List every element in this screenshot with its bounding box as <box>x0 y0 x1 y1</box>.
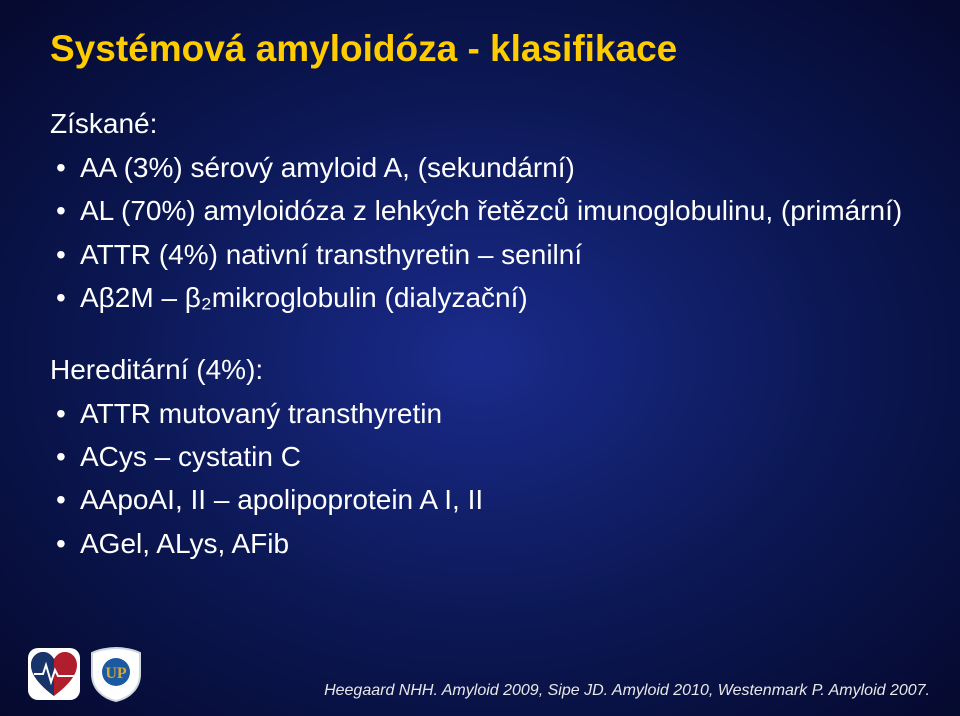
footer-citation: Heegaard NHH. Amyloid 2009, Sipe JD. Amy… <box>324 682 930 700</box>
section1-heading: Získané: <box>50 108 910 140</box>
list-item: AApoAI, II – apolipoprotein A I, II <box>50 478 910 521</box>
slide-title: Systémová amyloidóza - klasifikace <box>50 28 910 70</box>
list-item: ATTR (4%) nativní transthyretin – seniln… <box>50 233 910 276</box>
list-item: AL (70%) amyloidóza z lehkých řetězců im… <box>50 189 910 232</box>
list-item: AGel, ALys, AFib <box>50 522 910 565</box>
logo-shield-icon: UP <box>90 646 142 702</box>
logo-heart-icon <box>28 648 80 700</box>
logo-row: UP <box>28 646 142 702</box>
svg-text:UP: UP <box>105 665 127 682</box>
list-item: ACys – cystatin C <box>50 435 910 478</box>
slide: Systémová amyloidóza - klasifikace Získa… <box>0 0 960 716</box>
list-item: Aβ2M – β₂mikroglobulin (dialyzační) <box>50 276 910 319</box>
section2-list: ATTR mutovaný transthyretin ACys – cysta… <box>50 392 910 566</box>
section1-list: AA (3%) sérový amyloid A, (sekundární) A… <box>50 146 910 320</box>
list-item: AA (3%) sérový amyloid A, (sekundární) <box>50 146 910 189</box>
section2-heading: Hereditární (4%): <box>50 354 910 386</box>
list-item: ATTR mutovaný transthyretin <box>50 392 910 435</box>
